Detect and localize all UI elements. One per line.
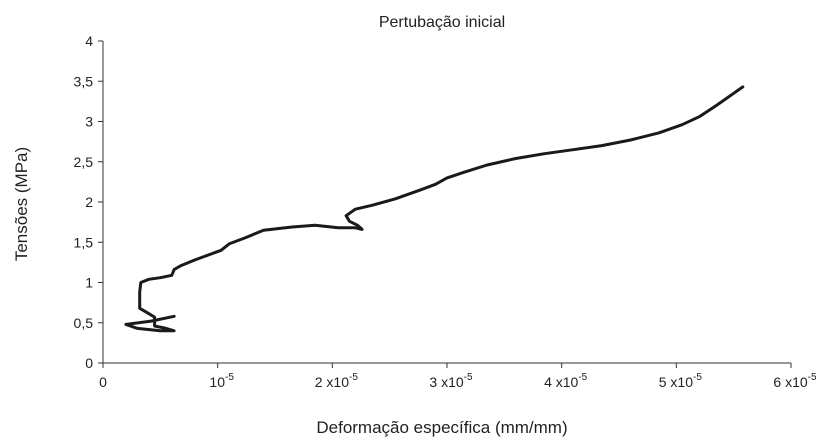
x-tick-label-base: 2 x10 xyxy=(315,374,349,390)
x-tick-label-exponent: -5 xyxy=(464,372,473,383)
x-tick-label-exponent: -5 xyxy=(349,372,358,383)
y-tick-label: 0,5 xyxy=(74,315,94,331)
y-tick-label: 3,5 xyxy=(74,73,94,89)
x-tick-label: 6 x10-5 xyxy=(773,372,817,390)
y-tick-label: 4 xyxy=(85,33,93,49)
series-group xyxy=(124,85,745,333)
y-tick-label: 0 xyxy=(85,355,93,371)
y-tick-label: 2 xyxy=(85,194,93,210)
x-tick-label-base: 10 xyxy=(209,374,225,390)
x-tick-label: 5 x10-5 xyxy=(659,372,703,390)
x-tick-label: 4 x10-5 xyxy=(544,372,588,390)
x-tick-label-base: 4 x10 xyxy=(544,374,578,390)
x-tick-label-exponent: -5 xyxy=(693,372,702,383)
x-axis-title: Deformação específica (mm/mm) xyxy=(316,418,567,437)
chart-title: Pertubação inicial xyxy=(379,14,505,31)
x-tick-label-exponent: -5 xyxy=(578,372,587,383)
x-tick-label-base: 5 x10 xyxy=(659,374,693,390)
y-tick-label: 1 xyxy=(85,275,93,291)
series-line xyxy=(124,85,745,333)
x-tick-label-base: 0 xyxy=(99,374,107,390)
x-tick-label: 0 xyxy=(99,374,107,390)
x-tick-label-base: 6 x10 xyxy=(773,374,807,390)
x-tick-label: 2 x10-5 xyxy=(315,372,359,390)
x-tick-label-exponent: -5 xyxy=(808,372,817,383)
x-tick-label-exponent: -5 xyxy=(225,372,234,383)
x-tick-label: 10-5 xyxy=(209,372,234,390)
axis-ticks: 00,511,522,533,540 10-5 2 x10-5 3 x10-5 4 x1… xyxy=(74,33,817,390)
y-tick-label: 2,5 xyxy=(74,154,94,170)
y-tick-label: 1,5 xyxy=(74,234,94,250)
x-tick-label-base: 3 x10 xyxy=(429,374,463,390)
x-tick-label: 3 x10-5 xyxy=(429,372,473,390)
y-tick-label: 3 xyxy=(85,114,93,130)
y-axis-title: Tensões (MPa) xyxy=(12,147,31,261)
